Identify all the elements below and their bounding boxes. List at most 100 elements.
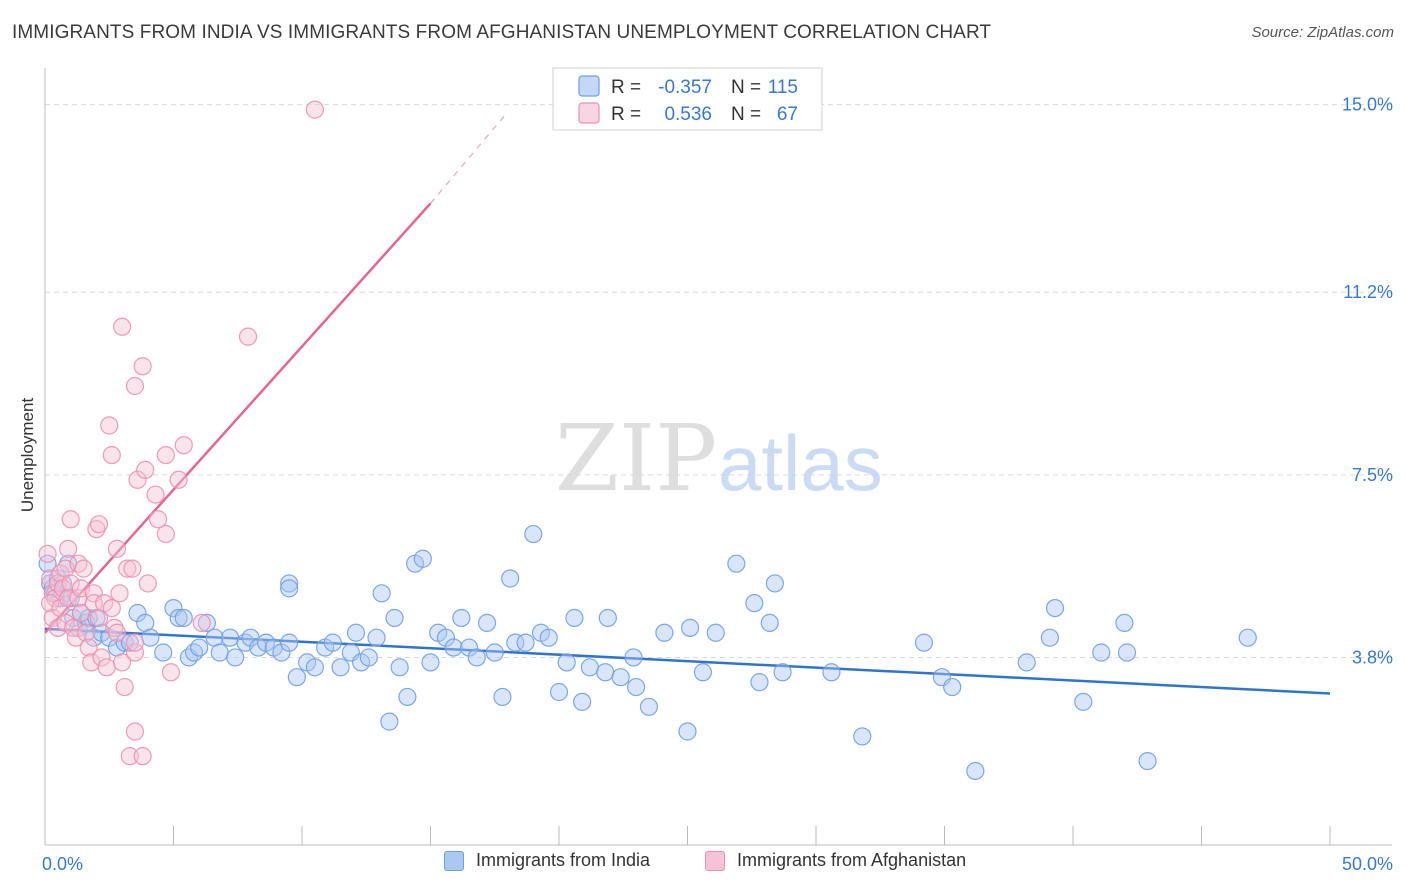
afghanistan-point — [97, 658, 116, 677]
afghanistan-point — [238, 327, 258, 346]
india-point — [459, 638, 479, 657]
india-point — [914, 633, 934, 652]
legend-item-india[interactable]: Immigrants from India — [444, 850, 650, 871]
afghanistan-point — [61, 574, 80, 593]
india-point — [557, 653, 576, 672]
india-point — [197, 613, 217, 633]
india-point — [539, 628, 558, 647]
afghanistan-point — [102, 598, 121, 618]
india-point — [1045, 598, 1065, 618]
india-point — [516, 633, 535, 652]
afghanistan-point — [79, 638, 98, 657]
y-tick-label: 7.5% — [1352, 465, 1393, 485]
afghanistan-trend-extension — [430, 111, 509, 204]
afghanistan-point — [112, 317, 132, 336]
india-point — [750, 673, 769, 692]
afghanistan-point — [110, 584, 129, 603]
afghanistan-point — [41, 594, 60, 613]
y-tick-label: 11.2% — [1343, 282, 1393, 302]
afghanistan-point — [105, 618, 124, 637]
india-point — [346, 623, 366, 642]
india-point — [141, 628, 160, 647]
afghanistan-r-value: 0.536 — [664, 104, 712, 125]
india-point — [444, 638, 463, 657]
y-tick-label: 3.8% — [1352, 647, 1393, 667]
india-r-label: R = — [611, 77, 641, 98]
india-point — [367, 628, 386, 647]
india-point — [154, 643, 173, 662]
india-point — [169, 608, 188, 628]
india-point — [390, 658, 409, 677]
india-point — [467, 648, 486, 667]
chart-title: IMMIGRANTS FROM INDIA VS IMMIGRANTS FROM… — [12, 22, 992, 43]
afghanistan-point — [118, 559, 137, 578]
afghanistan-point — [148, 510, 168, 529]
bottom-legend: Immigrants from India Immigrants from Af… — [0, 850, 1406, 878]
india-point — [272, 643, 291, 662]
afghanistan-point — [107, 539, 127, 558]
india-point — [727, 554, 746, 573]
afghanistan-point — [102, 445, 121, 465]
grid-lines — [45, 104, 1392, 658]
afghanistan-point — [61, 510, 80, 529]
india-point — [549, 682, 569, 702]
india-point — [436, 628, 456, 647]
india-point — [639, 697, 659, 716]
india-point — [501, 569, 520, 588]
india-point — [226, 648, 245, 667]
afghanistan-point — [138, 574, 157, 593]
afghanistan-point — [92, 648, 111, 667]
afghanistan-point — [112, 653, 132, 672]
india-point — [287, 668, 306, 687]
india-point — [485, 643, 504, 662]
legend-item-afghanistan[interactable]: Immigrants from Afghanistan — [705, 850, 966, 871]
india-point — [280, 579, 299, 598]
tick-labels: 3.8% 7.5% 11.2% 15.0% 0.0% 50.0% — [42, 95, 1393, 874]
india-point — [331, 658, 350, 677]
afghanistan-point — [120, 747, 139, 766]
afghanistan-point — [87, 520, 106, 539]
afghanistan-n-value: 67 — [777, 104, 798, 125]
afghanistan-point — [133, 747, 152, 766]
india-point — [372, 584, 391, 603]
afghanistan-point — [89, 515, 109, 534]
india-r-value: -0.357 — [658, 77, 712, 98]
legend-label-afghanistan: Immigrants from Afghanistan — [737, 850, 967, 870]
india-point — [966, 761, 985, 781]
x-tick-label-max: 50.0% — [1342, 854, 1393, 874]
afghanistan-point — [74, 559, 93, 578]
india-point — [1138, 751, 1157, 771]
india-point — [822, 663, 841, 682]
afghanistan-point — [305, 100, 324, 119]
india-point — [626, 677, 646, 697]
india-point — [359, 648, 378, 667]
india-point — [678, 722, 697, 741]
india-point — [773, 663, 792, 682]
afghanistan-point — [125, 633, 145, 652]
india-swatch — [444, 850, 464, 871]
afghanistan-point — [125, 643, 145, 662]
india-point — [184, 643, 204, 662]
india-point — [210, 643, 229, 662]
india-point — [280, 633, 299, 652]
india-point — [524, 524, 543, 544]
india-point — [1074, 692, 1093, 711]
india-point — [452, 608, 471, 628]
watermark: ZIP atlas — [555, 405, 883, 512]
afghanistan-point — [115, 677, 134, 697]
india-point — [398, 687, 417, 707]
india-n-label: N = — [731, 77, 761, 98]
afghanistan-point — [125, 722, 145, 741]
india-point — [323, 633, 342, 652]
india-point — [190, 638, 209, 657]
india-point — [280, 574, 299, 593]
afghanistan-point — [107, 623, 127, 642]
data-points — [38, 100, 1257, 781]
india-point — [128, 603, 147, 623]
afghanistan-point — [71, 603, 91, 623]
india-point — [380, 712, 399, 731]
india-n-value: 115 — [768, 77, 798, 98]
afghanistan-trend-line — [44, 202, 432, 634]
india-point — [1238, 628, 1257, 647]
